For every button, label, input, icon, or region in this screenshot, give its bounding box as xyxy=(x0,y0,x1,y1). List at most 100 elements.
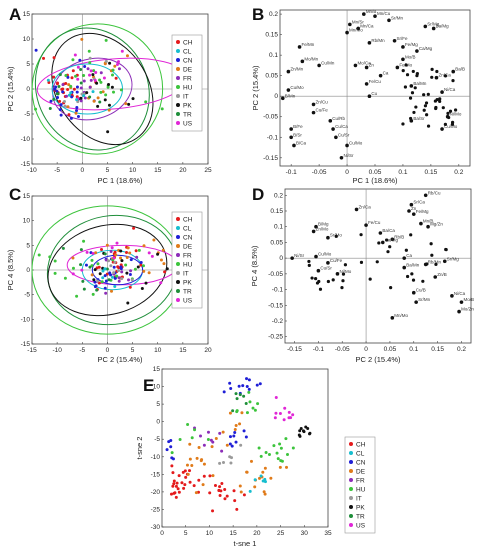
legend-marker xyxy=(176,298,180,302)
x-tick-label: 0 xyxy=(364,346,368,353)
data-point xyxy=(170,451,174,455)
data-point xyxy=(257,476,261,480)
data-point xyxy=(103,98,107,102)
loading-point xyxy=(300,59,305,64)
data-point xyxy=(284,465,288,469)
data-point xyxy=(242,429,246,433)
data-point xyxy=(93,268,97,272)
loading-label: Zn/Ca xyxy=(359,204,372,209)
data-point xyxy=(232,434,236,438)
panel-e-xlabel: t-sne 1 xyxy=(234,539,257,548)
data-point xyxy=(232,489,236,493)
panel-c-plot: -15 -10 -5 0 5 10 15 20 -15 -10 -5 0 5 10 15 CH CL CN DE FR… xyxy=(21,193,212,354)
loading-point xyxy=(364,223,368,227)
loading-point xyxy=(405,73,410,77)
y-tick-label: 15 xyxy=(23,11,31,18)
data-point xyxy=(218,493,222,497)
loading-point xyxy=(341,279,345,283)
loading-point xyxy=(356,26,361,31)
loading-point xyxy=(297,45,302,49)
loading-point xyxy=(292,143,296,148)
x-tick-label: 0 xyxy=(160,530,164,537)
x-tick-label: 5 xyxy=(184,530,188,537)
data-point xyxy=(202,462,206,466)
loading-label: Zn/Cu xyxy=(316,99,329,104)
loading-point xyxy=(316,268,321,273)
panel-b: B -0.1 -0.05 0 0.05 0.1 0.15 0.2 -0.15 -0.1 -0.05… xyxy=(251,5,471,185)
loading-point xyxy=(390,316,395,320)
data-point xyxy=(202,474,206,478)
loading-label: Sr/Mg xyxy=(427,21,439,26)
data-point xyxy=(79,96,83,100)
data-point xyxy=(199,434,203,438)
loading-point xyxy=(415,49,419,53)
data-point xyxy=(193,428,197,432)
data-point xyxy=(190,464,194,468)
y-tick-label: -15 xyxy=(151,471,161,478)
legend-marker xyxy=(176,94,180,98)
loading-label: Rb/Mn xyxy=(371,38,385,43)
data-point xyxy=(178,438,182,442)
x-tick-label: 0 xyxy=(345,169,349,176)
loading-point xyxy=(318,287,323,291)
data-point xyxy=(139,263,143,267)
y-tick-label: 10 xyxy=(23,36,31,43)
data-point xyxy=(248,489,252,493)
data-point xyxy=(94,251,98,255)
data-point xyxy=(112,271,116,275)
data-point xyxy=(284,437,288,441)
data-point xyxy=(159,258,163,262)
data-point xyxy=(219,489,223,493)
data-point xyxy=(180,481,184,485)
y-tick-label: -30 xyxy=(151,524,161,531)
data-point xyxy=(223,487,227,491)
legend-marker xyxy=(176,49,180,53)
loading-label: Mo/B xyxy=(405,54,416,59)
loading-point xyxy=(335,272,340,276)
loading-point xyxy=(446,111,450,115)
loading-point xyxy=(404,63,408,67)
loading-point xyxy=(401,57,405,62)
data-point xyxy=(105,243,109,247)
y-tick-label: -15 xyxy=(21,161,31,168)
legend-marker xyxy=(176,235,180,239)
data-point xyxy=(244,401,248,405)
data-point xyxy=(130,278,134,282)
data-point xyxy=(93,280,97,284)
data-point xyxy=(61,83,65,87)
data-point xyxy=(93,78,97,82)
data-point xyxy=(202,443,206,447)
loading-point xyxy=(364,65,369,70)
data-point xyxy=(172,482,176,486)
loading-point xyxy=(425,262,429,266)
loading-point xyxy=(402,265,407,270)
data-point xyxy=(113,285,117,289)
data-point xyxy=(75,109,79,113)
data-point xyxy=(147,251,151,255)
loading-label: Mg/Zn xyxy=(430,222,443,227)
loading-point xyxy=(433,99,437,103)
legend-label: FR xyxy=(183,76,192,83)
data-point xyxy=(96,262,100,266)
data-point xyxy=(76,77,80,81)
legend-marker xyxy=(176,280,180,284)
x-tick-label: -5 xyxy=(54,167,60,174)
loading-point xyxy=(290,256,294,260)
panel-b-ylabel: PC 2 (15.4%) xyxy=(251,65,260,111)
loading-label: Fe/Mn xyxy=(302,42,315,47)
data-point xyxy=(120,49,124,53)
data-point xyxy=(104,38,108,42)
loading-label: Ca xyxy=(406,253,412,258)
legend-marker xyxy=(176,121,180,125)
data-point xyxy=(108,61,112,65)
legend-label: PK xyxy=(183,280,192,287)
loading-point xyxy=(444,247,448,252)
data-point xyxy=(104,93,108,97)
data-point xyxy=(194,491,198,495)
x-tick-label: -0.05 xyxy=(335,346,350,353)
data-point xyxy=(208,491,212,495)
data-point xyxy=(105,267,109,271)
loading-point xyxy=(430,67,434,71)
data-point xyxy=(238,393,242,397)
loading-point xyxy=(429,242,433,246)
